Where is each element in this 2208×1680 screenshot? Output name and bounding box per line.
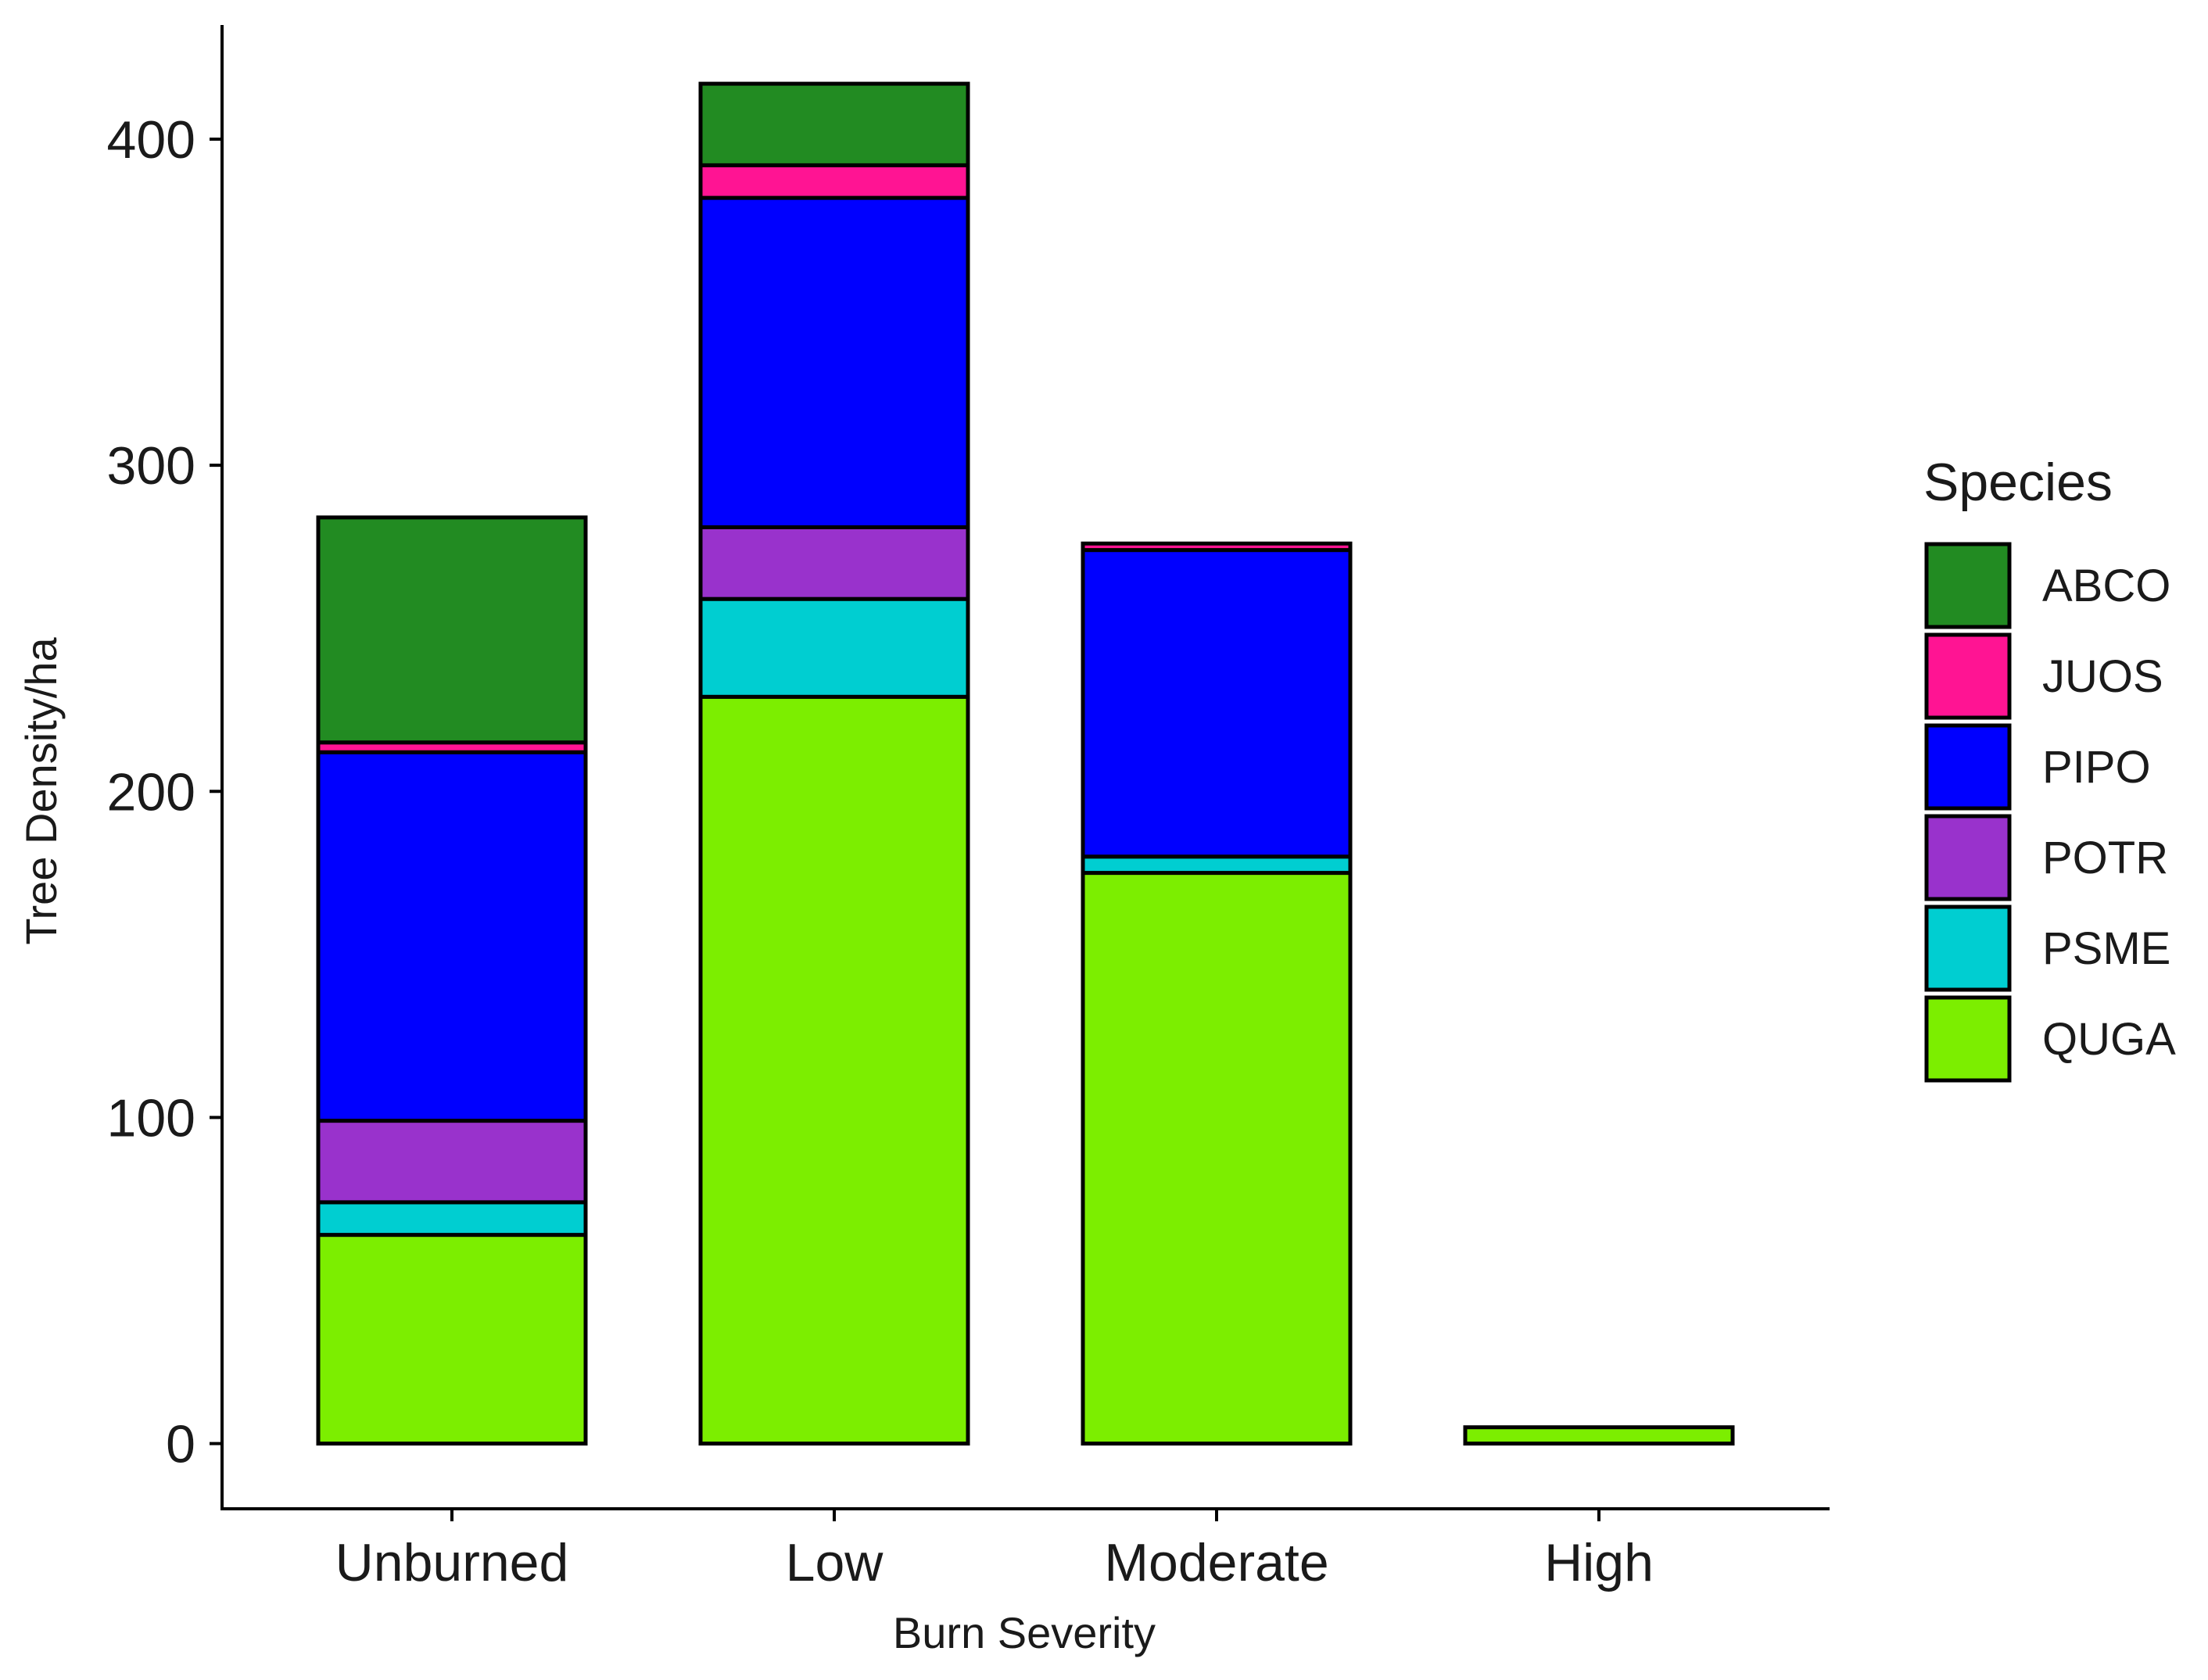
y-tick-label: 200	[107, 762, 195, 822]
x-tick-label-unburned: Unburned	[335, 1533, 569, 1592]
bar-segment-unburned-psme	[316, 1200, 588, 1238]
bar-segment-unburned-potr	[316, 1119, 588, 1205]
x-ticks-group: Unburned Low Moderate High	[335, 1509, 1654, 1592]
bar-segment-unburned-abco	[316, 515, 588, 745]
legend-title: Species	[1923, 453, 2113, 512]
legend-key-psme	[1924, 904, 2012, 992]
bar-segment-low-psme	[698, 596, 970, 699]
bar-segment-unburned-quga	[316, 1233, 588, 1446]
bar-segment-high-quga	[1463, 1425, 1735, 1446]
bar-segment-low-potr	[698, 525, 970, 601]
y-axis-title: Tree Density/ha	[16, 637, 66, 945]
legend-key-juos	[1924, 632, 2012, 720]
bar-segment-unburned-pipo	[316, 750, 588, 1123]
legend-key-abco	[1924, 542, 2012, 629]
legend-key-pipo	[1924, 723, 2012, 811]
bar-segment-low-abco	[698, 81, 970, 167]
legend-label-potr: POTR	[2042, 833, 2168, 883]
x-tick-label-low: Low	[786, 1533, 884, 1592]
bar-segment-low-pipo	[698, 195, 970, 529]
bar-segment-moderate-psme	[1081, 854, 1353, 876]
x-tick-label-moderate: Moderate	[1104, 1533, 1328, 1592]
bars-group	[316, 81, 1735, 1446]
legend-key-quga	[1924, 995, 2012, 1083]
y-tick-label: 0	[166, 1415, 195, 1474]
legend-label-juos: JUOS	[2042, 651, 2163, 702]
y-tick-label: 400	[107, 110, 195, 170]
y-tick-label: 100	[107, 1088, 195, 1148]
y-tick-label: 300	[107, 436, 195, 496]
y-ticks-group: 0 100 200 300 400	[107, 110, 222, 1474]
legend: Species ABCO JUOS PIPO POTR PSME QUGA	[1923, 453, 2176, 1083]
legend-label-quga: QUGA	[2042, 1014, 2176, 1065]
legend-label-pipo: PIPO	[2042, 742, 2151, 793]
bar-segment-moderate-quga	[1081, 871, 1353, 1446]
bar-segment-low-juos	[698, 163, 970, 200]
x-axis-title: Burn Severity	[893, 1608, 1156, 1657]
x-tick-label-high: High	[1544, 1533, 1654, 1592]
legend-label-psme: PSME	[2042, 923, 2170, 974]
bar-segment-low-quga	[698, 694, 970, 1446]
bar-segment-moderate-juos	[1081, 541, 1353, 553]
bar-segment-moderate-pipo	[1081, 548, 1353, 859]
axes-group	[220, 25, 1830, 1510]
legend-label-abco: ABCO	[2042, 561, 2170, 611]
legend-key-potr	[1924, 814, 2012, 901]
